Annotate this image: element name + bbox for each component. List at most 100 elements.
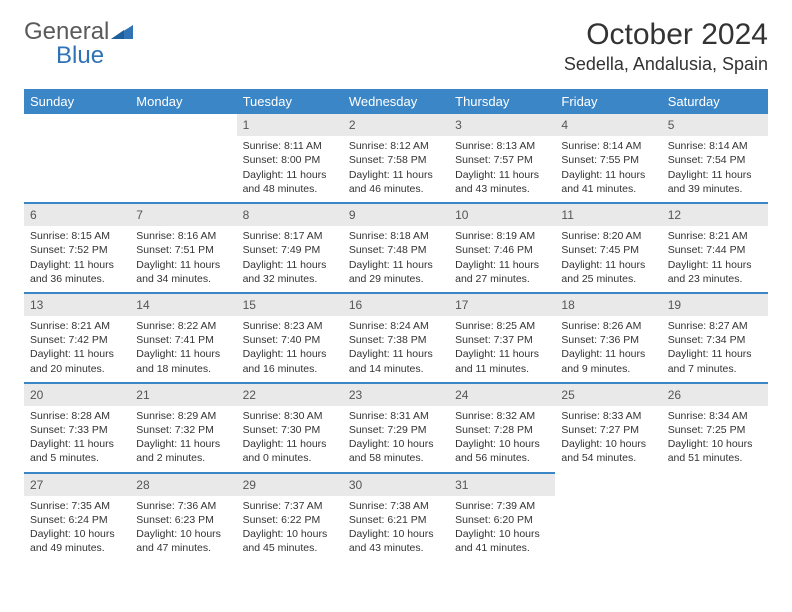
calendar-cell: 18Sunrise: 8:26 AMSunset: 7:36 PMDayligh… [555,292,661,382]
weekday-header: Wednesday [343,89,449,114]
location: Sedella, Andalusia, Spain [564,54,768,75]
daylight-line: Daylight: 11 hours and 34 minutes. [136,258,230,286]
day-details: Sunrise: 8:19 AMSunset: 7:46 PMDaylight:… [449,226,555,292]
calendar-body: 1Sunrise: 8:11 AMSunset: 8:00 PMDaylight… [24,114,768,562]
sunrise-line: Sunrise: 8:20 AM [561,229,655,243]
sunset-line: Sunset: 8:00 PM [243,153,337,167]
sunrise-line: Sunrise: 8:17 AM [243,229,337,243]
calendar-cell: 28Sunrise: 7:36 AMSunset: 6:23 PMDayligh… [130,472,236,562]
day-number: 9 [343,202,449,226]
calendar-row: 6Sunrise: 8:15 AMSunset: 7:52 PMDaylight… [24,202,768,292]
day-number: 31 [449,472,555,496]
calendar-cell: 8Sunrise: 8:17 AMSunset: 7:49 PMDaylight… [237,202,343,292]
day-details: Sunrise: 8:22 AMSunset: 7:41 PMDaylight:… [130,316,236,382]
calendar-cell: 10Sunrise: 8:19 AMSunset: 7:46 PMDayligh… [449,202,555,292]
calendar-row: 13Sunrise: 8:21 AMSunset: 7:42 PMDayligh… [24,292,768,382]
page: General October 2024 Sedella, Andalusia,… [0,0,792,580]
calendar-cell [662,472,768,562]
day-details: Sunrise: 8:26 AMSunset: 7:36 PMDaylight:… [555,316,661,382]
sunset-line: Sunset: 7:40 PM [243,333,337,347]
sunset-line: Sunset: 7:30 PM [243,423,337,437]
day-details: Sunrise: 8:34 AMSunset: 7:25 PMDaylight:… [662,406,768,472]
weekday-header: Thursday [449,89,555,114]
sunset-line: Sunset: 7:33 PM [30,423,124,437]
sunset-line: Sunset: 7:44 PM [668,243,762,257]
sunset-line: Sunset: 7:34 PM [668,333,762,347]
day-details: Sunrise: 8:21 AMSunset: 7:44 PMDaylight:… [662,226,768,292]
daylight-line: Daylight: 11 hours and 11 minutes. [455,347,549,375]
calendar-cell: 6Sunrise: 8:15 AMSunset: 7:52 PMDaylight… [24,202,130,292]
weekday-header: Sunday [24,89,130,114]
calendar-cell: 16Sunrise: 8:24 AMSunset: 7:38 PMDayligh… [343,292,449,382]
day-details: Sunrise: 7:38 AMSunset: 6:21 PMDaylight:… [343,496,449,562]
calendar-cell [555,472,661,562]
daylight-line: Daylight: 11 hours and 36 minutes. [30,258,124,286]
day-details: Sunrise: 8:27 AMSunset: 7:34 PMDaylight:… [662,316,768,382]
day-details: Sunrise: 7:36 AMSunset: 6:23 PMDaylight:… [130,496,236,562]
day-details: Sunrise: 8:24 AMSunset: 7:38 PMDaylight:… [343,316,449,382]
day-details: Sunrise: 8:16 AMSunset: 7:51 PMDaylight:… [130,226,236,292]
sunrise-line: Sunrise: 8:21 AM [30,319,124,333]
day-details: Sunrise: 8:18 AMSunset: 7:48 PMDaylight:… [343,226,449,292]
brand-part2: Blue [56,42,104,69]
daylight-line: Daylight: 11 hours and 18 minutes. [136,347,230,375]
sunrise-line: Sunrise: 8:25 AM [455,319,549,333]
calendar-row: 20Sunrise: 8:28 AMSunset: 7:33 PMDayligh… [24,382,768,472]
sunrise-line: Sunrise: 8:16 AM [136,229,230,243]
weekday-header: Saturday [662,89,768,114]
day-number: 19 [662,292,768,316]
calendar-cell: 24Sunrise: 8:32 AMSunset: 7:28 PMDayligh… [449,382,555,472]
calendar-cell: 4Sunrise: 8:14 AMSunset: 7:55 PMDaylight… [555,114,661,202]
daylight-line: Daylight: 10 hours and 54 minutes. [561,437,655,465]
brand-part2-wrap: Blue [56,42,104,70]
day-details: Sunrise: 8:15 AMSunset: 7:52 PMDaylight:… [24,226,130,292]
calendar-cell: 25Sunrise: 8:33 AMSunset: 7:27 PMDayligh… [555,382,661,472]
day-details: Sunrise: 8:14 AMSunset: 7:54 PMDaylight:… [662,136,768,202]
calendar-cell: 21Sunrise: 8:29 AMSunset: 7:32 PMDayligh… [130,382,236,472]
daylight-line: Daylight: 10 hours and 45 minutes. [243,527,337,555]
daylight-line: Daylight: 11 hours and 46 minutes. [349,168,443,196]
calendar-cell: 27Sunrise: 7:35 AMSunset: 6:24 PMDayligh… [24,472,130,562]
daylight-line: Daylight: 11 hours and 7 minutes. [668,347,762,375]
sunrise-line: Sunrise: 8:33 AM [561,409,655,423]
day-details: Sunrise: 8:31 AMSunset: 7:29 PMDaylight:… [343,406,449,472]
daylight-line: Daylight: 11 hours and 14 minutes. [349,347,443,375]
daylight-line: Daylight: 11 hours and 23 minutes. [668,258,762,286]
day-details: Sunrise: 8:17 AMSunset: 7:49 PMDaylight:… [237,226,343,292]
day-details: Sunrise: 8:29 AMSunset: 7:32 PMDaylight:… [130,406,236,472]
sunrise-line: Sunrise: 8:26 AM [561,319,655,333]
calendar-cell: 3Sunrise: 8:13 AMSunset: 7:57 PMDaylight… [449,114,555,202]
weekday-header: Friday [555,89,661,114]
sunset-line: Sunset: 7:52 PM [30,243,124,257]
day-number: 27 [24,472,130,496]
calendar-cell: 9Sunrise: 8:18 AMSunset: 7:48 PMDaylight… [343,202,449,292]
sunset-line: Sunset: 7:27 PM [561,423,655,437]
title-block: October 2024 Sedella, Andalusia, Spain [564,18,768,75]
day-number: 4 [555,114,661,136]
sunset-line: Sunset: 7:48 PM [349,243,443,257]
sunset-line: Sunset: 6:23 PM [136,513,230,527]
calendar-row: 27Sunrise: 7:35 AMSunset: 6:24 PMDayligh… [24,472,768,562]
sunset-line: Sunset: 7:38 PM [349,333,443,347]
calendar-cell: 15Sunrise: 8:23 AMSunset: 7:40 PMDayligh… [237,292,343,382]
day-details: Sunrise: 8:30 AMSunset: 7:30 PMDaylight:… [237,406,343,472]
day-details: Sunrise: 7:35 AMSunset: 6:24 PMDaylight:… [24,496,130,562]
calendar-cell: 5Sunrise: 8:14 AMSunset: 7:54 PMDaylight… [662,114,768,202]
calendar-cell: 1Sunrise: 8:11 AMSunset: 8:00 PMDaylight… [237,114,343,202]
sunset-line: Sunset: 7:25 PM [668,423,762,437]
calendar-cell: 11Sunrise: 8:20 AMSunset: 7:45 PMDayligh… [555,202,661,292]
calendar-cell: 29Sunrise: 7:37 AMSunset: 6:22 PMDayligh… [237,472,343,562]
sunset-line: Sunset: 7:28 PM [455,423,549,437]
day-details: Sunrise: 7:39 AMSunset: 6:20 PMDaylight:… [449,496,555,562]
sunset-line: Sunset: 7:55 PM [561,153,655,167]
daylight-line: Daylight: 11 hours and 16 minutes. [243,347,337,375]
sunrise-line: Sunrise: 8:15 AM [30,229,124,243]
sunset-line: Sunset: 7:54 PM [668,153,762,167]
day-details: Sunrise: 8:21 AMSunset: 7:42 PMDaylight:… [24,316,130,382]
day-number: 14 [130,292,236,316]
sunrise-line: Sunrise: 8:30 AM [243,409,337,423]
daylight-line: Daylight: 11 hours and 39 minutes. [668,168,762,196]
daylight-line: Daylight: 10 hours and 41 minutes. [455,527,549,555]
sunrise-line: Sunrise: 8:23 AM [243,319,337,333]
sunrise-line: Sunrise: 7:36 AM [136,499,230,513]
